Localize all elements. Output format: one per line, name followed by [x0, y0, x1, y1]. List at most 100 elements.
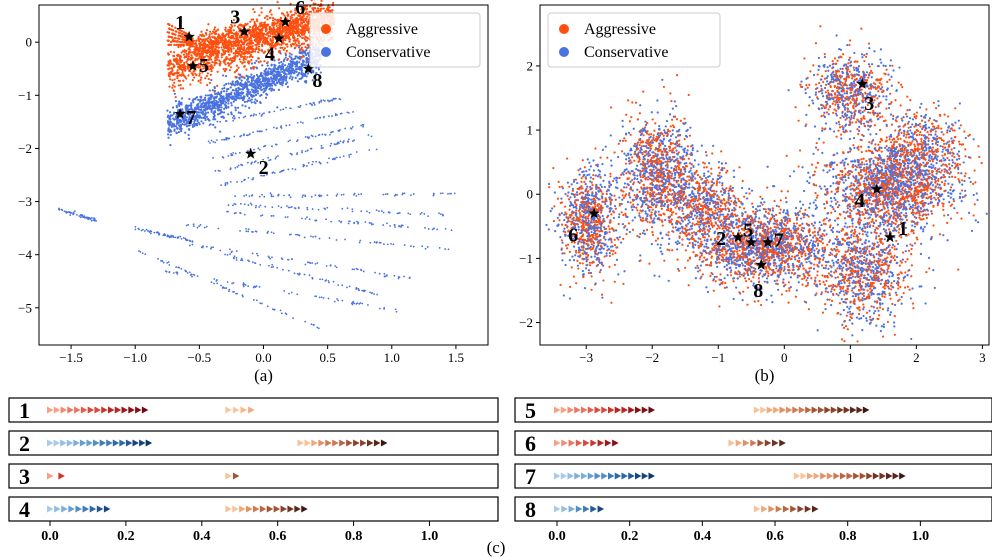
a-point-conservative [296, 272, 299, 275]
a-point-aggressive [272, 17, 275, 20]
a-point-aggressive [236, 47, 239, 51]
a-point-conservative [247, 230, 250, 233]
a-legend-label: Aggressive [346, 21, 418, 38]
a-point-conservative [197, 121, 200, 124]
a-point-conservative [279, 77, 282, 81]
a-point-conservative [246, 94, 249, 98]
b-point-conservative [852, 80, 855, 83]
a-point-conservative [367, 304, 369, 306]
a-point-aggressive [221, 43, 224, 46]
a-point-conservative [360, 124, 363, 127]
a-point-conservative [216, 139, 218, 142]
a-point-conservative [227, 290, 230, 293]
a-point-conservative [250, 73, 253, 76]
a-point-conservative [382, 193, 385, 196]
a-point-conservative [314, 235, 317, 238]
a-point-aggressive [241, 41, 244, 44]
a-point-conservative [181, 108, 184, 111]
a-point-conservative [202, 98, 206, 101]
a-point-conservative [89, 217, 91, 220]
a-ytick-label: 0 [26, 35, 33, 50]
a-point-conservative [243, 195, 246, 197]
a-point-conservative [185, 118, 188, 121]
a-point-conservative [288, 292, 290, 295]
a-point-aggressive [295, 24, 298, 27]
a-point-aggressive [195, 54, 199, 57]
a-point-aggressive [280, 43, 283, 46]
a-point-conservative [328, 237, 331, 239]
a-point-conservative [190, 102, 193, 105]
a-point-conservative [270, 266, 273, 269]
a-point-conservative [247, 99, 250, 102]
a-point-conservative [210, 139, 213, 142]
a-point-aggressive [270, 13, 273, 16]
b-point-aggressive [856, 128, 859, 131]
b-point-aggressive [838, 100, 841, 104]
a-point-conservative [265, 172, 268, 175]
a-point-conservative [331, 158, 334, 161]
a-point-conservative [164, 270, 167, 273]
a-point-conservative [362, 123, 365, 126]
b-point-conservative [814, 91, 818, 94]
a-point-aggressive [189, 51, 192, 54]
a-point-conservative [252, 131, 254, 134]
a-point-conservative [389, 225, 392, 227]
b-point-aggressive [818, 82, 821, 85]
a-point-conservative [218, 130, 222, 133]
b-point-conservative [835, 122, 838, 125]
a-point-conservative [254, 79, 257, 82]
a-point-conservative [386, 222, 388, 225]
a-point-conservative [241, 99, 245, 102]
a-point-conservative [256, 92, 259, 95]
b-point-conservative [842, 126, 845, 129]
a-point-conservative [374, 271, 377, 274]
a-point-conservative [58, 208, 61, 211]
a-point-conservative [290, 68, 293, 72]
a-point-aggressive [278, 30, 281, 34]
a-point-aggressive [280, 12, 284, 15]
a-point-conservative [315, 73, 318, 76]
a-point-aggressive [277, 58, 281, 61]
a-point-conservative [277, 205, 280, 208]
a-point-aggressive [295, 44, 298, 47]
a-point-aggressive [303, 29, 307, 32]
a-point-conservative [293, 72, 296, 75]
b-point-aggressive [794, 106, 797, 109]
a-point-conservative [342, 155, 345, 158]
a-point-conservative [273, 172, 276, 174]
a-point-conservative [314, 194, 317, 197]
b-point-aggressive [852, 104, 855, 107]
a-point-aggressive [238, 46, 241, 49]
a-point-conservative [224, 104, 228, 107]
a-point-conservative [185, 238, 188, 241]
a-point-conservative [360, 193, 363, 195]
a-point-conservative [371, 292, 374, 294]
a-point-conservative [210, 110, 213, 113]
a-point-aggressive [220, 56, 223, 59]
a-point-conservative [167, 261, 170, 263]
a-point-aggressive [253, 20, 256, 24]
a-point-conservative [206, 108, 209, 111]
a-point-conservative [301, 122, 304, 124]
a-point-conservative [403, 244, 406, 246]
a-point-conservative [264, 96, 268, 99]
a-point-aggressive [206, 83, 209, 87]
a-point-aggressive [216, 70, 219, 73]
b-point-aggressive [854, 110, 857, 113]
b-point-aggressive [876, 114, 880, 117]
b-point-aggressive [828, 93, 831, 96]
a-point-conservative [271, 88, 274, 91]
a-point-conservative [262, 91, 265, 94]
a-point-conservative [190, 105, 193, 109]
a-point-conservative [289, 75, 292, 78]
a-point-conservative [197, 102, 200, 105]
a-point-aggressive [166, 39, 169, 42]
a-point-conservative [220, 106, 223, 109]
a-point-conservative [287, 269, 290, 272]
a-point-aggressive [204, 77, 207, 80]
a-point-conservative [168, 124, 171, 127]
a-point-conservative [398, 276, 401, 279]
a-point-conservative [227, 98, 230, 101]
a-point-aggressive [198, 46, 202, 49]
b-point-conservative [881, 86, 884, 89]
